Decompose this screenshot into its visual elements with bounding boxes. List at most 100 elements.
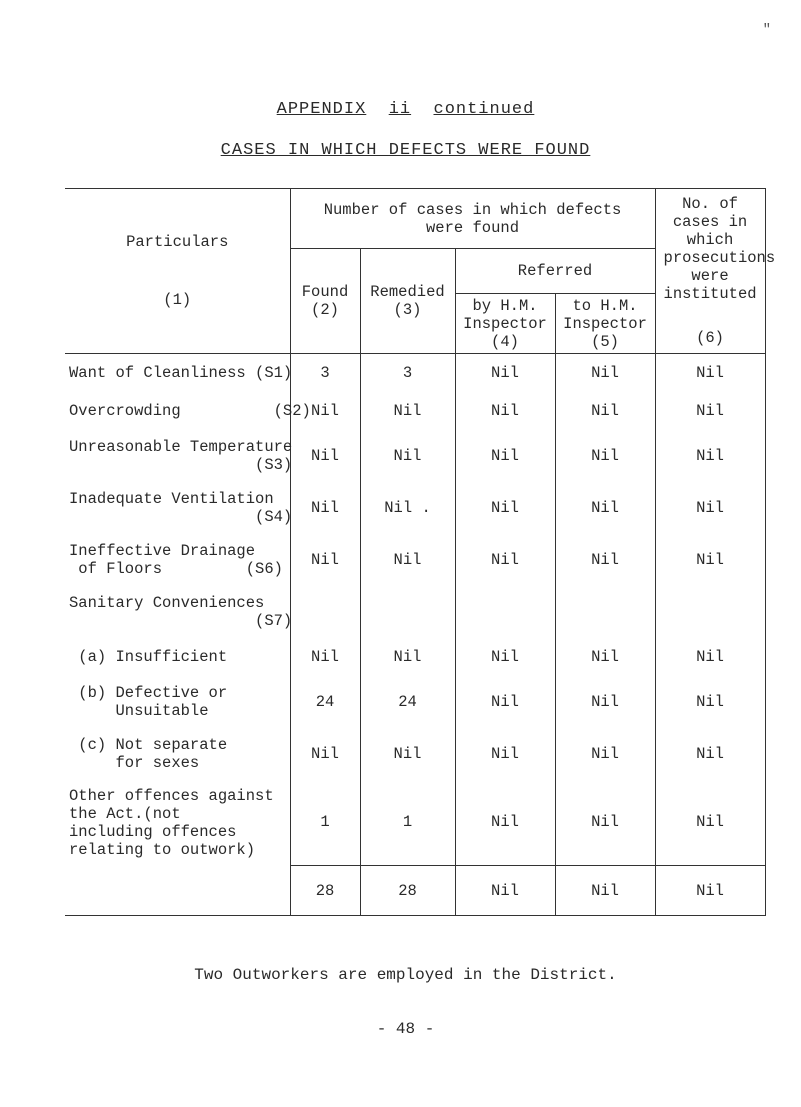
row-label: Ineffective Drainage of Floors (S6) bbox=[65, 534, 290, 586]
hdr-tohm: to H.M. Inspector (5) bbox=[555, 294, 655, 354]
hdr-tohm-num: (5) bbox=[556, 333, 655, 351]
row-c1: 3 bbox=[360, 354, 455, 392]
hdr-prosecutions: No. of cases in which prosecutions were … bbox=[655, 189, 765, 354]
row-label: Other offences against the Act.(not incl… bbox=[65, 780, 290, 866]
hdr-remedied: Remedied (3) bbox=[360, 249, 455, 354]
row-c0: Nil bbox=[290, 638, 360, 676]
row-c3: Nil bbox=[555, 676, 655, 728]
hdr-tohm-text: to H.M. Inspector bbox=[556, 297, 655, 333]
row-c2: Nil bbox=[455, 780, 555, 866]
totals-c0: 28 bbox=[290, 866, 360, 916]
hdr-byhm-num: (4) bbox=[456, 333, 555, 351]
appendix-title: APPENDIX ii continued bbox=[65, 100, 746, 119]
row-c0: 24 bbox=[290, 676, 360, 728]
title1-pre: APPENDIX bbox=[277, 100, 367, 119]
row-c4: Nil bbox=[655, 638, 765, 676]
row-c3: Nil bbox=[555, 392, 655, 430]
row-label: Inadequate Ventilation (S4) bbox=[65, 482, 290, 534]
row-c3: Nil bbox=[555, 354, 655, 392]
hdr-byhm: by H.M. Inspector (4) bbox=[455, 294, 555, 354]
row-c0: 1 bbox=[290, 780, 360, 866]
row-c1: 24 bbox=[360, 676, 455, 728]
hdr-found-text: Found bbox=[291, 283, 360, 301]
row-c3: Nil bbox=[555, 430, 655, 482]
title1-post: continued bbox=[434, 100, 535, 119]
row-c3: Nil bbox=[555, 728, 655, 780]
hdr-found: Found (2) bbox=[290, 249, 360, 354]
row-c2: Nil bbox=[455, 430, 555, 482]
row-c0: Nil bbox=[290, 430, 360, 482]
row-c1: Nil bbox=[360, 430, 455, 482]
hdr-particulars-num: (1) bbox=[65, 291, 290, 309]
page-number: - 48 - bbox=[65, 1020, 746, 1038]
hdr-byhm-text: by H.M. Inspector bbox=[456, 297, 555, 333]
row-c2: Nil bbox=[455, 354, 555, 392]
totals-c3: Nil bbox=[555, 866, 655, 916]
row-c2: Nil bbox=[455, 676, 555, 728]
totals-c1: 28 bbox=[360, 866, 455, 916]
row-label: (a) Insufficient bbox=[65, 638, 290, 676]
table-row: (b) Defective or Unsuitable2424NilNilNil bbox=[65, 676, 765, 728]
row-c2: Nil bbox=[455, 392, 555, 430]
hdr-found-num: (2) bbox=[291, 301, 360, 319]
row-c4: Nil bbox=[655, 482, 765, 534]
row-c4: Nil bbox=[655, 534, 765, 586]
row-label: Unreasonable Temperature (S3) bbox=[65, 430, 290, 482]
table-row: (a) InsufficientNilNilNilNilNil bbox=[65, 638, 765, 676]
table-row: Unreasonable Temperature (S3)NilNilNilNi… bbox=[65, 430, 765, 482]
row-c1: Nil bbox=[360, 728, 455, 780]
row-c0: Nil bbox=[290, 534, 360, 586]
row-c4: Nil bbox=[655, 392, 765, 430]
table-bottom-rule bbox=[65, 916, 765, 919]
row-c4: Nil bbox=[655, 354, 765, 392]
row-c0 bbox=[290, 586, 360, 638]
row-c3: Nil bbox=[555, 638, 655, 676]
row-c2: Nil bbox=[455, 728, 555, 780]
hdr-particulars: Particulars (1) bbox=[65, 189, 290, 354]
row-c0: 3 bbox=[290, 354, 360, 392]
row-c3: Nil bbox=[555, 780, 655, 866]
hdr-remedied-num: (3) bbox=[361, 301, 455, 319]
row-c3: Nil bbox=[555, 534, 655, 586]
row-label: Want of Cleanliness (S1) bbox=[65, 354, 290, 392]
cases-title: CASES IN WHICH DEFECTS WERE FOUND bbox=[65, 141, 746, 160]
row-label: Sanitary Conveniences (S7) bbox=[65, 586, 290, 638]
totals-c2: Nil bbox=[455, 866, 555, 916]
row-c4: Nil bbox=[655, 430, 765, 482]
table-row: Other offences against the Act.(not incl… bbox=[65, 780, 765, 866]
row-c1: Nil bbox=[360, 534, 455, 586]
row-label: (c) Not separate for sexes bbox=[65, 728, 290, 780]
hdr-number-group: Number of cases in which defects were fo… bbox=[290, 189, 655, 249]
totals-label bbox=[65, 866, 290, 916]
hdr-referred: Referred bbox=[455, 249, 655, 294]
row-c1: Nil . bbox=[360, 482, 455, 534]
row-label: (b) Defective or Unsuitable bbox=[65, 676, 290, 728]
row-label: Overcrowding (S2) bbox=[65, 392, 290, 430]
table-row: Sanitary Conveniences (S7) bbox=[65, 586, 765, 638]
row-c1 bbox=[360, 586, 455, 638]
hdr-particulars-label: Particulars bbox=[65, 233, 290, 251]
table-row: Overcrowding (S2)NilNilNilNilNil bbox=[65, 392, 765, 430]
title2-text: CASES IN WHICH DEFECTS WERE FOUND bbox=[221, 141, 591, 160]
corner-mark: " bbox=[763, 22, 771, 38]
row-c4: Nil bbox=[655, 728, 765, 780]
row-c1: Nil bbox=[360, 392, 455, 430]
row-c4: Nil bbox=[655, 780, 765, 866]
hdr-pros-text: No. of cases in which prosecutions were … bbox=[664, 195, 757, 303]
row-c2: Nil bbox=[455, 638, 555, 676]
row-c2 bbox=[455, 586, 555, 638]
row-c2: Nil bbox=[455, 482, 555, 534]
row-c3: Nil bbox=[555, 482, 655, 534]
table-row: Inadequate Ventilation (S4)NilNil .NilNi… bbox=[65, 482, 765, 534]
table-row: Ineffective Drainage of Floors (S6)NilNi… bbox=[65, 534, 765, 586]
hdr-pros-num: (6) bbox=[664, 329, 757, 347]
table-row: (c) Not separate for sexesNilNilNilNilNi… bbox=[65, 728, 765, 780]
row-c0: Nil bbox=[290, 728, 360, 780]
table-row: Want of Cleanliness (S1)33NilNilNil bbox=[65, 354, 765, 392]
row-c4: Nil bbox=[655, 676, 765, 728]
row-c2: Nil bbox=[455, 534, 555, 586]
hdr-remedied-text: Remedied bbox=[361, 283, 455, 301]
row-c1: Nil bbox=[360, 638, 455, 676]
row-c0: Nil bbox=[290, 482, 360, 534]
footer-note: Two Outworkers are employed in the Distr… bbox=[65, 966, 746, 984]
